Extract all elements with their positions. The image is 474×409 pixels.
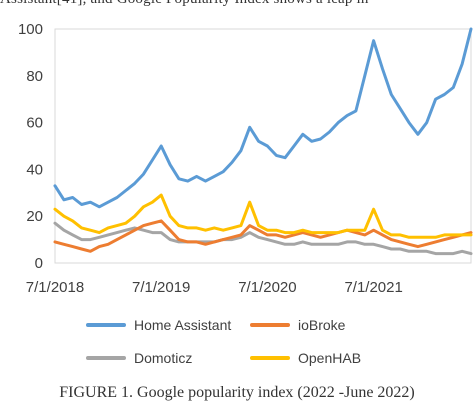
y-tick-label: 0 [35,255,43,272]
chart-axes [54,28,472,264]
y-axis-ticks: 0 20 40 60 80 100 [18,21,43,272]
series-line-iobroke [53,219,473,253]
y-tick-label: 80 [26,68,43,85]
x-tick-label: 7/1/2021 [344,279,402,296]
x-tick-label: 7/1/2020 [238,279,296,296]
x-tick-label: 7/1/2019 [132,279,190,296]
legend-label: Domoticz [134,350,192,366]
legend-label: Home Assistant [134,317,231,333]
series-line-home-assistant [53,27,473,209]
chart-legend: Home Assistant ioBroke Domoticz OpenHAB [86,317,361,366]
series-line-openhab [53,193,473,239]
legend-label: ioBroke [298,317,346,333]
y-tick-label: 20 [26,208,43,225]
plot-area-border [54,28,472,264]
clipped-body-text: Assistant[41], and Google Popularity Ind… [0,0,474,8]
y-tick-label: 40 [26,161,43,178]
x-axis-ticks: 7/1/2018 7/1/2019 7/1/2020 7/1/2021 [26,279,403,296]
y-tick-label: 60 [26,115,43,132]
legend-label: OpenHAB [298,350,361,366]
series-line-domoticz [53,221,473,256]
chart-series-lines [53,27,473,256]
x-tick-label: 7/1/2018 [26,279,84,296]
figure-caption: FIGURE 1. Google popularity index (2022 … [59,384,415,401]
y-tick-label: 100 [18,21,43,38]
